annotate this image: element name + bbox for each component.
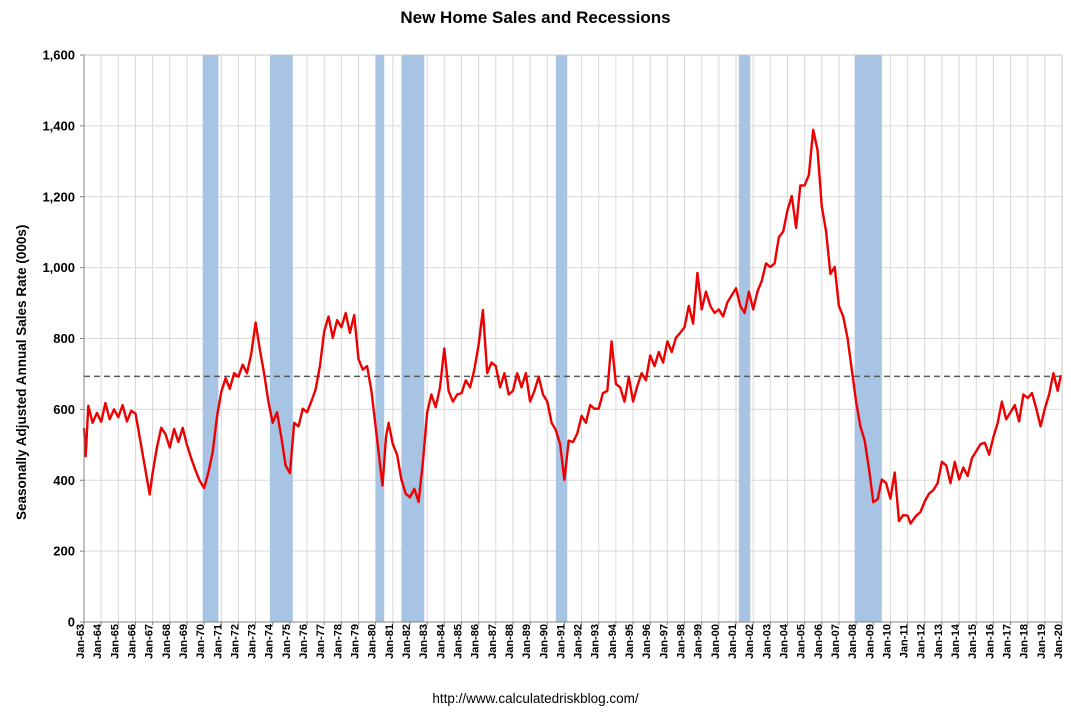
x-tick-label: Jan-85 bbox=[452, 624, 464, 659]
x-tick-label: Jan-73 bbox=[247, 624, 259, 659]
x-tick-label: Jan-04 bbox=[778, 623, 790, 659]
recession-band bbox=[401, 55, 425, 622]
x-tick-label: Jan-74 bbox=[264, 623, 276, 659]
x-tick-label: Jan-12 bbox=[916, 624, 928, 659]
x-tick-label: Jan-84 bbox=[435, 623, 447, 659]
x-tick-label: Jan-70 bbox=[195, 624, 207, 659]
x-tick-label: Jan-11 bbox=[899, 624, 911, 658]
source-url: http://www.calculatedriskblog.com/ bbox=[432, 691, 639, 706]
x-tick-label: Jan-64 bbox=[92, 623, 104, 659]
y-tick-label: 200 bbox=[53, 544, 75, 559]
x-tick-label: Jan-89 bbox=[521, 624, 533, 659]
x-tick-label: Jan-66 bbox=[126, 624, 138, 659]
x-tick-label: Jan-76 bbox=[298, 624, 310, 659]
x-tick-label: Jan-15 bbox=[967, 624, 979, 659]
y-tick-label: 800 bbox=[53, 331, 75, 346]
y-tick-label: 1,600 bbox=[42, 48, 75, 63]
x-tick-label: Jan-67 bbox=[144, 624, 156, 659]
x-tick-label: Jan-68 bbox=[161, 624, 173, 659]
x-tick-label: Jan-92 bbox=[573, 624, 585, 659]
x-tick-label: Jan-09 bbox=[864, 624, 876, 659]
recession-band bbox=[738, 55, 751, 622]
x-tick-label: Jan-99 bbox=[693, 624, 705, 659]
x-tick-label: Jan-01 bbox=[727, 624, 739, 659]
x-tick-label: Jan-87 bbox=[487, 624, 499, 659]
recession-band bbox=[269, 55, 293, 622]
y-tick-label: 400 bbox=[53, 473, 75, 488]
x-tick-label: Jan-14 bbox=[950, 623, 962, 659]
recession-band bbox=[375, 55, 385, 622]
x-tick-label: Jan-20 bbox=[1053, 624, 1065, 659]
x-tick-label: Jan-79 bbox=[350, 624, 362, 659]
x-tick-label: Jan-72 bbox=[229, 624, 241, 659]
x-tick-label: Jan-00 bbox=[710, 624, 722, 659]
y-tick-label: 1,200 bbox=[42, 189, 75, 204]
x-tick-label: Jan-98 bbox=[676, 624, 688, 659]
x-tick-label: Jan-65 bbox=[109, 624, 121, 659]
x-tick-label: Jan-90 bbox=[538, 624, 550, 659]
x-tick-label: Jan-93 bbox=[590, 624, 602, 659]
x-tick-label: Jan-97 bbox=[658, 624, 670, 659]
y-tick-label: 0 bbox=[68, 615, 75, 630]
x-tick-label: Jan-94 bbox=[607, 623, 619, 659]
chart-title: New Home Sales and Recessions bbox=[400, 8, 671, 27]
x-tick-label: Jan-83 bbox=[418, 624, 430, 659]
x-tick-label: Jan-10 bbox=[881, 624, 893, 659]
sales-line bbox=[82, 128, 1062, 525]
x-tick-label: Jan-91 bbox=[555, 624, 567, 659]
x-tick-label: Jan-82 bbox=[401, 624, 413, 659]
y-tick-label: 1,000 bbox=[42, 260, 75, 275]
x-tick-label: Jan-75 bbox=[281, 624, 293, 659]
y-tick-label: 1,400 bbox=[42, 118, 75, 133]
x-tick-label: Jan-19 bbox=[1036, 624, 1048, 659]
x-tick-label: Jan-78 bbox=[332, 624, 344, 659]
x-tick-label: Jan-71 bbox=[212, 624, 224, 659]
x-tick-label: Jan-86 bbox=[470, 624, 482, 659]
x-tick-label: Jan-69 bbox=[178, 624, 190, 659]
x-tick-label: Jan-08 bbox=[847, 624, 859, 659]
x-tick-label: Jan-18 bbox=[1019, 624, 1031, 659]
x-tick-label: Jan-03 bbox=[761, 624, 773, 659]
x-tick-label: Jan-80 bbox=[367, 624, 379, 659]
y-tick-label: 600 bbox=[53, 402, 75, 417]
x-tick-label: Jan-96 bbox=[641, 624, 653, 659]
x-tick-label: Jan-13 bbox=[933, 624, 945, 659]
x-tick-label: Jan-95 bbox=[624, 624, 636, 659]
x-tick-label: Jan-06 bbox=[813, 624, 825, 659]
recession-band bbox=[854, 55, 882, 622]
recession-band bbox=[202, 55, 219, 622]
x-tick-label: Jan-17 bbox=[1002, 624, 1014, 659]
x-tick-label: Jan-02 bbox=[744, 624, 756, 659]
x-tick-label: Jan-81 bbox=[384, 624, 396, 659]
x-tick-label: Jan-77 bbox=[315, 624, 327, 659]
x-tick-label: Jan-16 bbox=[984, 624, 996, 659]
x-tick-label: Jan-07 bbox=[830, 624, 842, 659]
recession-band bbox=[555, 55, 568, 622]
x-tick-label: Jan-88 bbox=[504, 624, 516, 659]
x-tick-label: Jan-05 bbox=[796, 624, 808, 659]
x-tick-label: Jan-63 bbox=[75, 624, 87, 659]
